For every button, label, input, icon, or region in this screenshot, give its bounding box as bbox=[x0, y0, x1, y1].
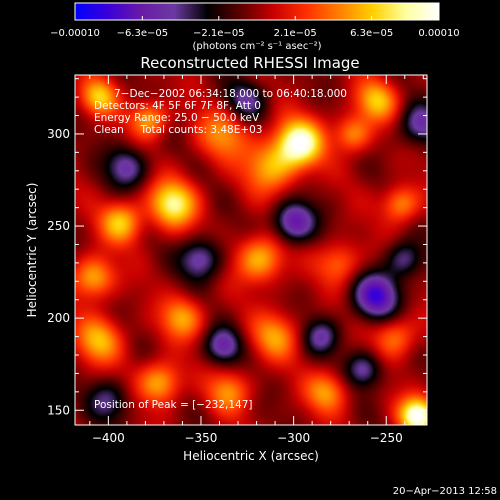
colorbar-tick-label: 0.00010 bbox=[418, 28, 459, 39]
colorbar-tick-label: 2.1e−05 bbox=[274, 28, 317, 39]
x-tick-label: −400 bbox=[92, 431, 125, 445]
y-tick-label: 250 bbox=[47, 219, 70, 233]
colorbar bbox=[74, 2, 440, 21]
x-tick-label: −350 bbox=[184, 431, 217, 445]
y-axis-label: Heliocentric Y (arcsec) bbox=[25, 183, 39, 318]
y-tick-label: 300 bbox=[47, 127, 70, 141]
x-tick-label: −250 bbox=[370, 431, 403, 445]
colorbar-tick-label: −6.3e−05 bbox=[117, 28, 169, 39]
y-tick-label: 200 bbox=[47, 311, 70, 325]
chart-title: Reconstructed RHESSI Image bbox=[140, 54, 359, 72]
x-tick-label: −300 bbox=[277, 431, 310, 445]
colorbar-tick-label: 6.3e−05 bbox=[350, 28, 393, 39]
info-time-range: 7−Dec−2002 06:34:18.000 to 06:40:18.000 bbox=[114, 88, 347, 100]
x-axis-label: Heliocentric X (arcsec) bbox=[183, 449, 319, 463]
axis-ticks: −400 −350 −300 −250 150 200 250 300 bbox=[47, 75, 427, 445]
info-clean-counts: Clean Total counts: 3.48E+03 bbox=[94, 124, 263, 136]
plot-frame bbox=[74, 74, 428, 426]
colorbar-tick-label: −2.1e−05 bbox=[193, 28, 245, 39]
y-tick-label: 150 bbox=[47, 403, 70, 417]
heatmap-image bbox=[75, 75, 427, 425]
colorbar-tick-label: −0.00010 bbox=[50, 28, 100, 39]
peak-position-label: Position of Peak = [−232,147] bbox=[94, 399, 253, 411]
info-energy-range: Energy Range: 25.0 − 50.0 keV bbox=[94, 112, 260, 124]
timestamp: 20−Apr−2013 12:58 bbox=[393, 486, 497, 497]
info-detectors: Detectors: 4F 5F 6F 7F 8F, Att 0 bbox=[94, 100, 261, 112]
colorbar-ticks: −0.00010 −6.3e−05 −2.1e−05 2.1e−05 6.3e−05 0.… bbox=[50, 16, 460, 39]
colorbar-units: (photons cm⁻² s⁻¹ asec⁻²) bbox=[192, 41, 321, 52]
